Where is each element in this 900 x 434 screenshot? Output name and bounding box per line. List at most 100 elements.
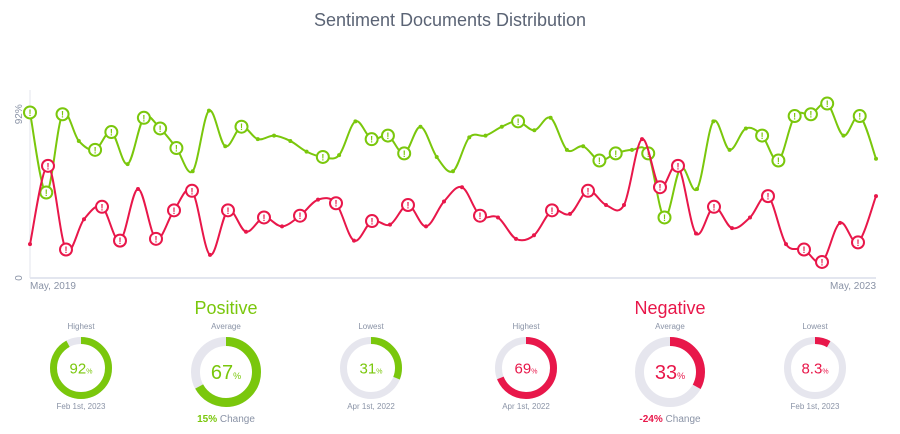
negative-alert-marker[interactable]: ! <box>257 210 271 225</box>
positive-average-donut[interactable]: 67% <box>190 336 262 408</box>
negative-data-point[interactable] <box>316 197 320 202</box>
negative-alert-marker[interactable]: ! <box>851 235 865 250</box>
negative-highest-donut[interactable]: 69% <box>494 336 558 400</box>
negative-alert-marker[interactable]: ! <box>671 158 685 173</box>
negative-data-point[interactable] <box>514 236 518 241</box>
positive-alert-marker[interactable]: ! <box>104 125 119 140</box>
positive-alert-marker[interactable]: ! <box>315 149 330 164</box>
negative-alert-marker[interactable]: ! <box>761 189 775 204</box>
negative-alert-marker[interactable]: ! <box>401 198 415 213</box>
negative-data-point[interactable] <box>442 199 446 204</box>
positive-data-point[interactable] <box>711 119 716 124</box>
positive-alert-marker[interactable]: ! <box>755 128 770 143</box>
positive-alert-marker[interactable]: ! <box>55 107 70 122</box>
negative-data-point[interactable] <box>424 224 428 229</box>
positive-alert-marker[interactable]: ! <box>397 146 412 161</box>
positive-data-point[interactable] <box>548 115 553 120</box>
negative-alert-marker[interactable]: ! <box>221 203 235 218</box>
positive-data-point[interactable] <box>255 137 260 142</box>
positive-alert-marker[interactable]: ! <box>153 121 168 136</box>
positive-data-point[interactable] <box>190 169 195 174</box>
negative-alert-marker[interactable]: ! <box>167 203 181 218</box>
negative-alert-marker[interactable]: ! <box>707 199 721 214</box>
negative-data-point[interactable] <box>694 231 698 236</box>
positive-data-point[interactable] <box>223 144 228 149</box>
positive-data-point[interactable] <box>727 147 732 152</box>
negative-lowest-donut[interactable]: 8.3% <box>783 336 847 400</box>
negative-data-point[interactable] <box>244 229 248 234</box>
positive-alert-marker[interactable]: ! <box>23 105 37 120</box>
positive-data-point[interactable] <box>125 162 130 167</box>
positive-data-point[interactable] <box>841 133 846 138</box>
positive-data-point[interactable] <box>483 133 488 138</box>
positive-lowest-donut[interactable]: 31% <box>339 336 403 400</box>
positive-alert-marker[interactable]: ! <box>234 119 249 134</box>
negative-alert-marker[interactable]: ! <box>797 242 811 257</box>
positive-alert-marker[interactable]: ! <box>136 110 151 125</box>
positive-data-point[interactable] <box>304 149 309 154</box>
positive-data-point[interactable] <box>451 169 455 174</box>
negative-data-point[interactable] <box>874 194 878 199</box>
negative-alert-marker[interactable]: ! <box>329 196 343 211</box>
negative-alert-marker[interactable]: ! <box>545 203 559 218</box>
positive-alert-marker[interactable]: ! <box>820 96 835 111</box>
negative-alert-marker[interactable]: ! <box>581 183 595 198</box>
negative-data-point[interactable] <box>208 252 212 257</box>
negative-data-point[interactable] <box>496 215 500 220</box>
positive-alert-marker[interactable]: ! <box>380 128 395 143</box>
negative-data-point[interactable] <box>748 215 752 220</box>
positive-data-point[interactable] <box>418 124 423 129</box>
positive-data-point[interactable] <box>499 124 504 129</box>
positive-data-point[interactable] <box>874 156 878 161</box>
negative-data-point[interactable] <box>784 242 788 247</box>
positive-data-point[interactable] <box>434 154 439 159</box>
negative-data-point[interactable] <box>388 222 392 227</box>
positive-data-point[interactable] <box>272 133 277 138</box>
negative-data-point[interactable] <box>460 185 464 190</box>
positive-alert-marker[interactable]: ! <box>608 146 623 161</box>
negative-alert-marker[interactable]: ! <box>95 199 109 214</box>
negative-alert-marker[interactable]: ! <box>293 208 307 223</box>
positive-alert-marker[interactable]: ! <box>511 114 526 129</box>
positive-data-point[interactable] <box>206 108 211 113</box>
positive-highest-donut[interactable]: 92% <box>49 336 113 400</box>
positive-data-point[interactable] <box>353 119 358 124</box>
negative-data-point[interactable] <box>280 224 284 229</box>
negative-data-point[interactable] <box>136 187 140 191</box>
positive-alert-marker[interactable]: ! <box>787 109 802 124</box>
positive-alert-marker[interactable]: ! <box>592 153 607 168</box>
positive-alert-marker[interactable]: ! <box>657 210 672 225</box>
negative-alert-marker[interactable]: ! <box>185 183 199 198</box>
negative-data-point[interactable] <box>838 220 842 225</box>
negative-alert-marker[interactable]: ! <box>653 180 667 195</box>
positive-alert-marker[interactable]: ! <box>803 107 818 122</box>
positive-alert-marker[interactable]: ! <box>88 142 103 157</box>
negative-average-donut[interactable]: 33% <box>634 336 706 408</box>
negative-data-point[interactable] <box>82 217 86 222</box>
negative-alert-marker[interactable]: ! <box>113 233 127 248</box>
positive-data-point[interactable] <box>467 135 472 140</box>
positive-alert-marker[interactable]: ! <box>771 153 786 168</box>
positive-data-point[interactable] <box>743 126 748 131</box>
negative-alert-marker[interactable]: ! <box>815 254 829 269</box>
negative-data-point[interactable] <box>622 203 626 208</box>
positive-alert-marker[interactable]: ! <box>364 132 379 147</box>
positive-data-point[interactable] <box>695 187 700 191</box>
negative-alert-marker[interactable]: ! <box>149 231 163 246</box>
negative-data-point[interactable] <box>28 242 32 247</box>
positive-data-point[interactable] <box>288 138 293 143</box>
positive-data-point[interactable] <box>337 153 342 158</box>
positive-data-point[interactable] <box>629 147 634 152</box>
positive-data-point[interactable] <box>532 128 537 133</box>
negative-alert-marker[interactable]: ! <box>473 208 487 223</box>
positive-alert-marker[interactable]: ! <box>169 141 184 156</box>
negative-data-point[interactable] <box>604 203 608 208</box>
negative-data-point[interactable] <box>730 226 734 231</box>
positive-data-point[interactable] <box>564 147 569 152</box>
negative-alert-marker[interactable]: ! <box>59 242 73 257</box>
negative-data-point[interactable] <box>640 137 644 142</box>
positive-alert-marker[interactable]: ! <box>852 109 867 124</box>
negative-alert-marker[interactable]: ! <box>41 158 55 173</box>
positive-data-point[interactable] <box>581 144 586 149</box>
negative-alert-marker[interactable]: ! <box>365 214 379 229</box>
